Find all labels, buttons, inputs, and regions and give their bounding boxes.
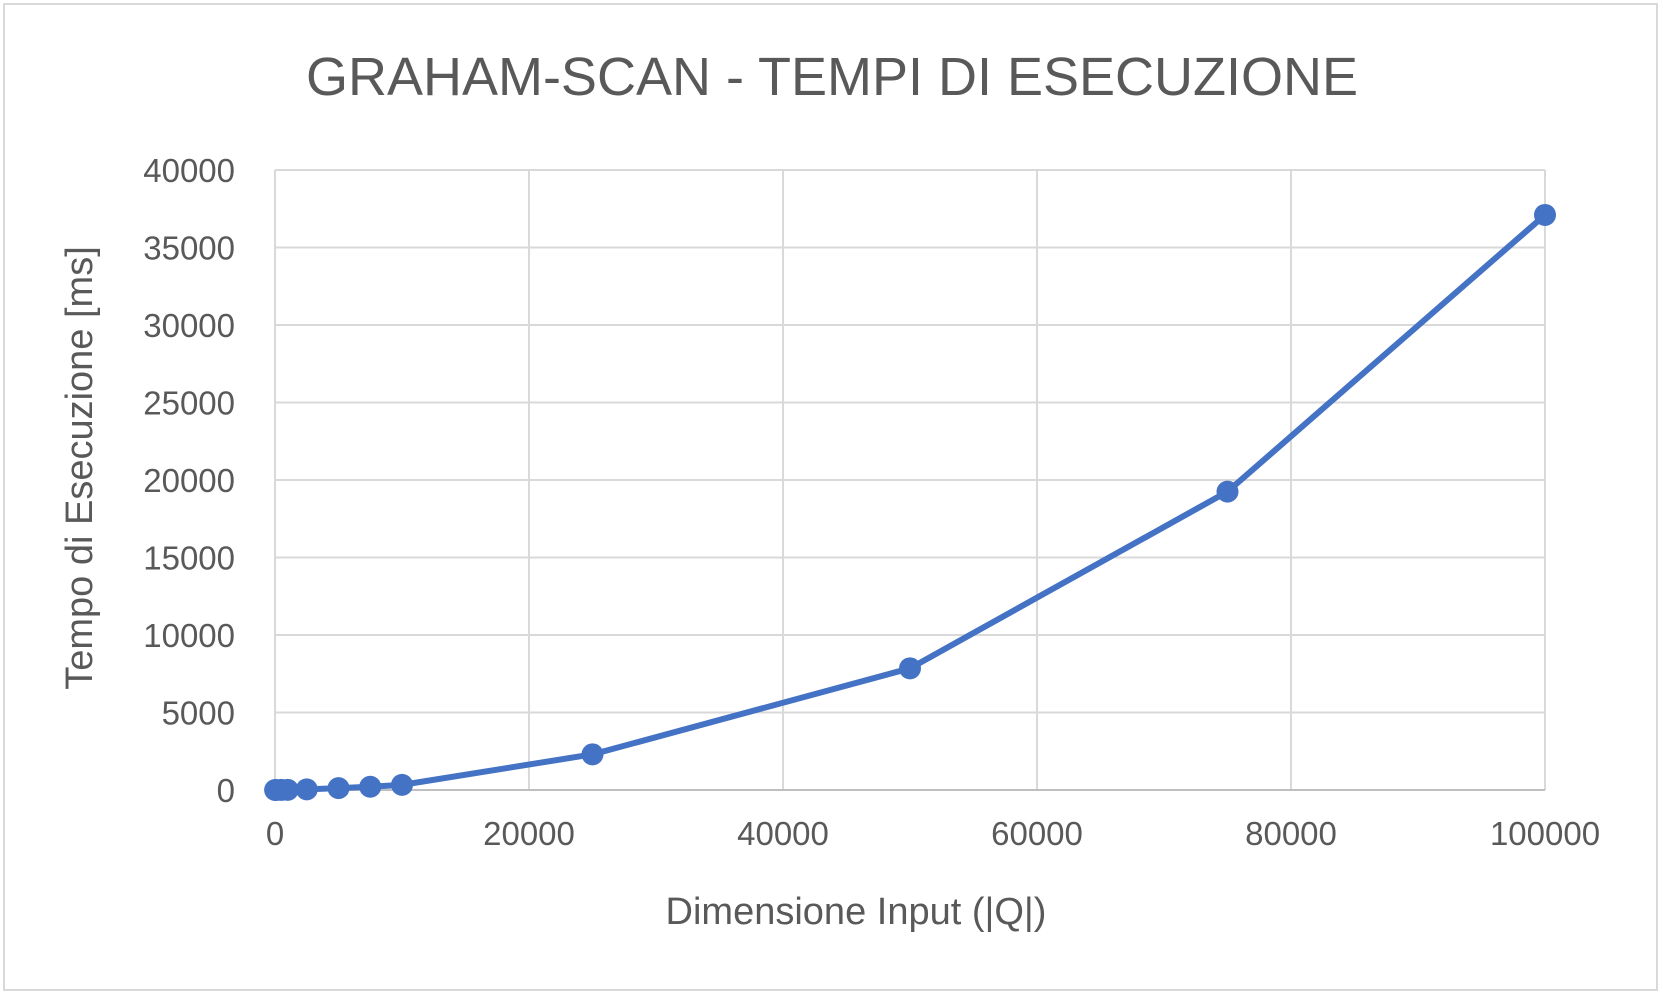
data-point [1534,203,1556,226]
x-tick-label: 20000 [483,815,575,852]
series-line [272,211,1548,793]
y-tick-label: 0 [217,772,235,809]
x-tick-label: 40000 [737,815,829,852]
data-point [391,773,413,796]
x-tick-label: 100000 [1490,815,1600,852]
y-axis-label: Tempo di Esecuzione [ms] [59,246,101,690]
chart-frame [3,3,1658,991]
x-axis-label: Dimensione Input (|Q|) [666,891,1047,933]
series-layer [264,203,1556,801]
y-tick-label: 10000 [143,617,235,654]
y-tick-label: 20000 [143,462,235,499]
data-point [899,657,921,680]
data-point [1216,480,1239,503]
y-tick-label: 35000 [143,230,235,267]
data-point [276,778,299,801]
y-tick-label: 40000 [143,152,235,189]
data-point [327,777,350,800]
x-tick-label: 80000 [1245,815,1337,852]
x-tick-label: 60000 [991,815,1083,852]
data-point [295,778,318,801]
data-point [359,775,382,798]
y-tick-label: 25000 [143,385,235,422]
y-tick-labels: 0 5000 10000 15000 20000 25000 30000 35000 40000 [143,152,235,809]
y-tick-label: 15000 [143,540,235,577]
y-tick-label: 30000 [143,307,235,344]
data-point [581,743,604,766]
x-tick-label: 0 [266,815,284,852]
x-tick-labels: 0 20000 40000 60000 80000 100000 [266,815,1600,852]
chart-title: GRAHAM-SCAN - TEMPI DI ESECUZIONE [306,47,1358,107]
gridlines [274,169,1546,791]
y-tick-label: 5000 [162,695,235,732]
